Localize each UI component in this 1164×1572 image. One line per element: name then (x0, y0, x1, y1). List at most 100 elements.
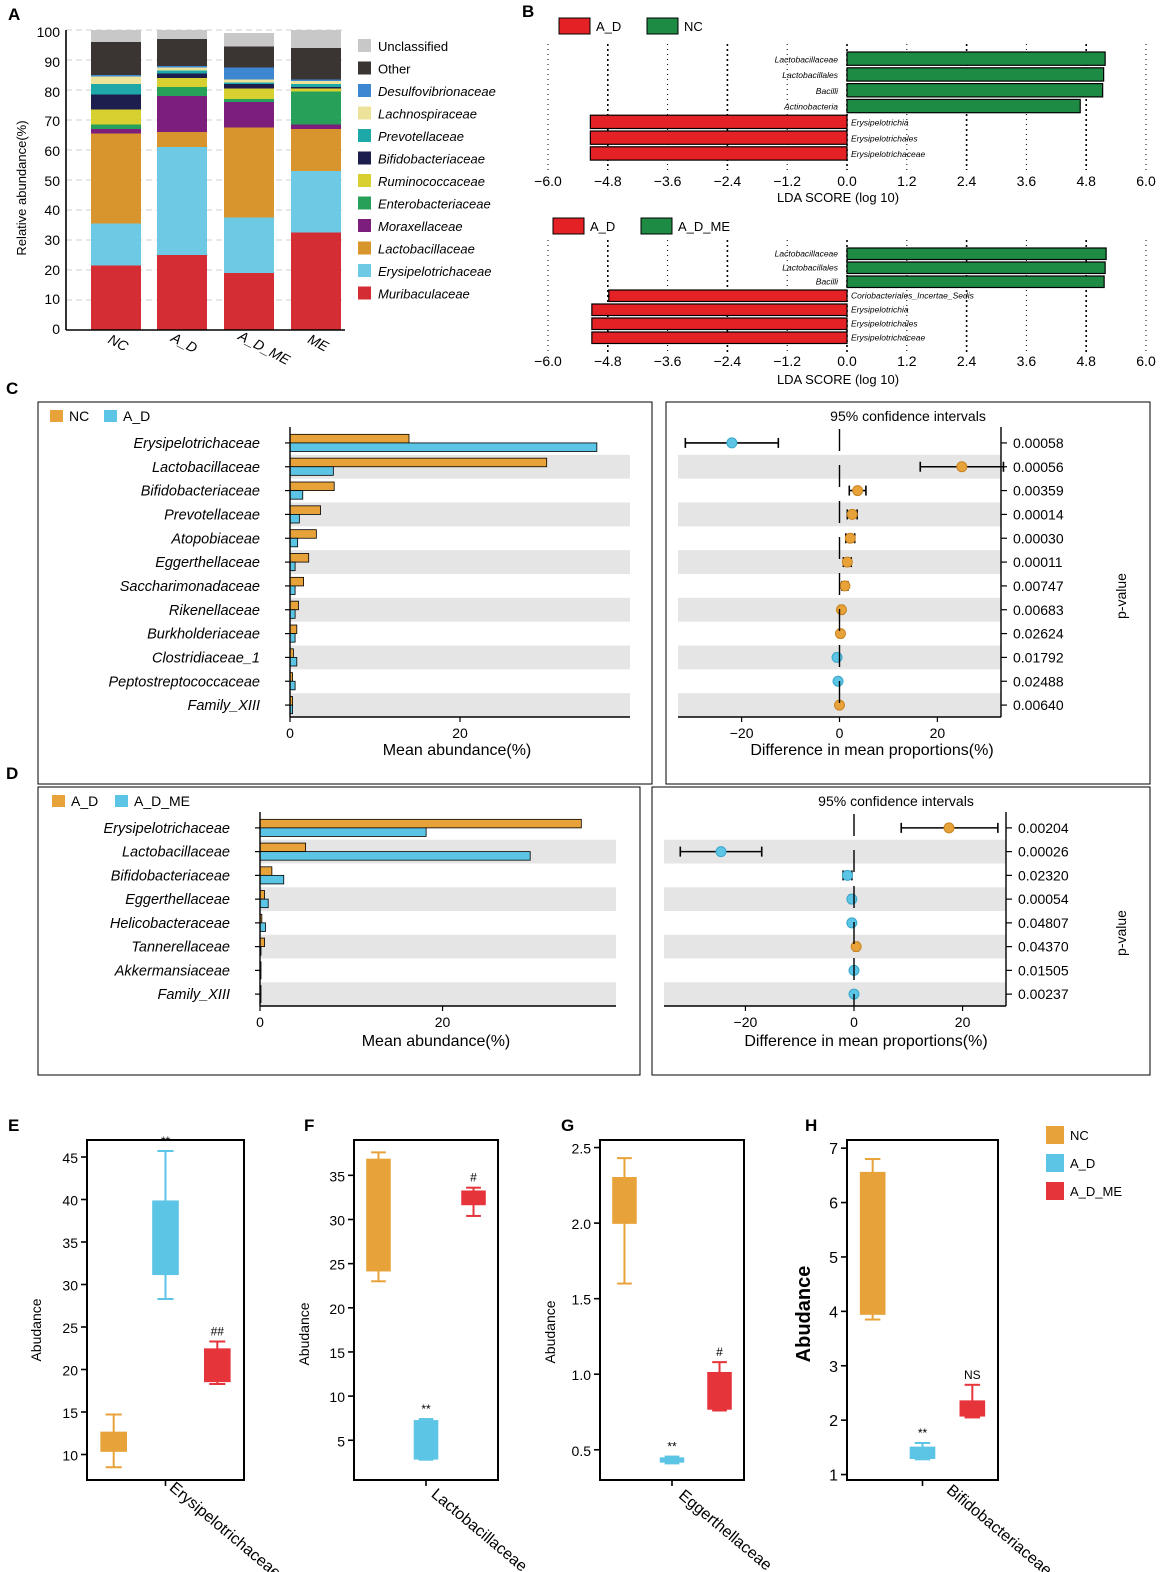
bar-a-d-me-erysipelotrichaceae (224, 217, 274, 273)
panel-a-legend: Unclassified Other Desulfovibrionaceae Lach… (358, 39, 496, 302)
c-category-clostridiaceae-1: Clostridiaceae_1 (152, 650, 260, 666)
panel-c-xlabel: Mean abundance(%) (383, 742, 532, 759)
lda-bar-2-lactobacillaceae (846, 247, 1107, 261)
box-ytick-5-6: 40 (62, 1193, 78, 1209)
panel-d-ci-title: 95% confidence intervals (818, 793, 974, 809)
c-right-xtick-2: 20 (930, 725, 946, 741)
c-pvalue-bifidobacteriaceae: 0.00359 (1013, 483, 1064, 499)
box-ytick-8-6: 7 (829, 1141, 838, 1158)
panel-b2-bars: Lactobacillaceae Lactobacillales Bacilli Co… (591, 247, 1107, 345)
c-category-bifidobacteriaceae: Bifidobacteriaceae (141, 484, 260, 500)
panel-b1-legend-label-nc: NC (684, 19, 703, 34)
d-bar-bifidobacteriaceae-a-d (259, 866, 273, 876)
lda-bar-2-erysipelotrichia (591, 303, 848, 317)
c-ci-point-lactobacillaceae (956, 461, 968, 473)
panel-b2-legend-swatch-a-d (552, 217, 585, 235)
d-bar-erysipelotrichaceae-a-d (259, 818, 582, 829)
bar-me-lachnospiraceae (291, 81, 341, 84)
panel-c-right-frame (665, 401, 1151, 785)
legend-swatch-enterobacteriaceae (358, 196, 371, 210)
panel-b-bottom: A_D A_D_ME Lactobacillaceae Lactobacillal… (534, 217, 1156, 387)
bar-a-d-desulfovibrionaceae (157, 66, 207, 68)
box-ytick-6-0: 5 (337, 1433, 345, 1449)
c-bar-saccharimonadaceae-a-d (289, 585, 296, 595)
d-ci-point-bifidobacteriaceae (841, 869, 853, 881)
legend-swatch-erysipelotrichaceae (358, 264, 371, 277)
d-stripe-left-3 (260, 887, 616, 911)
d-bar-bifidobacteriaceae-a-d-me (259, 874, 285, 885)
xtick-b1-xticks-6: 1.2 (897, 173, 917, 189)
bar-me-lactobacillaceae (291, 129, 341, 171)
panel-c-axes: 0 20 −20 0 20 (285, 427, 1002, 741)
box-ytick-5-7: 45 (62, 1150, 78, 1166)
c-ci-point-prevotellaceae (846, 508, 858, 520)
box-body-8-nc (859, 1171, 886, 1315)
legend-label-bifidobacteriaceae: Bifidobacteriaceae (378, 152, 485, 167)
d-pvalue-lactobacillaceae: 0.00026 (1018, 844, 1069, 860)
c-right-xtick-1: 0 (836, 725, 844, 741)
panel-b1-legend-label-a-d: A_D (596, 19, 621, 34)
d-pvalue-akkermansiaceae: 0.01505 (1018, 962, 1069, 978)
bar-a-d-lactobacillaceae (157, 132, 207, 147)
bar-me-unclassified (291, 30, 341, 48)
c-stripe-left-7 (290, 597, 630, 622)
bar-nc-lachnospiraceae (91, 76, 141, 84)
panel-d-legend-label-a-d-me: A_D_ME (134, 793, 190, 809)
box-ytick-8-1: 2 (829, 1413, 838, 1430)
d-stripe-right-1 (664, 839, 1006, 864)
c-bar-rikenellaceae-nc (289, 600, 299, 611)
xtick-b1-xticks-4: −1.2 (773, 173, 801, 189)
panel-g-plot: 0.5 1.0 1.5 2.0 2.5 ** # (572, 1139, 745, 1486)
d-left-xtick-0: 0 (256, 1014, 264, 1030)
panel-c-ci-marks (684, 437, 1005, 711)
d-right-xtick-0: −20 (734, 1014, 758, 1030)
panel-label-b: B (522, 2, 534, 21)
c-category-saccharimonadaceae: Saccharimonadaceae (120, 579, 260, 595)
c-bar-prevotellaceae-nc (289, 505, 322, 515)
c-ci-point-erysipelotrichaceae (726, 437, 738, 449)
panel-b2-xlabel: LDA SCORE (log 10) (777, 372, 899, 387)
box-ytick-7-2: 1.5 (572, 1292, 592, 1308)
panel-h: H 1 2 3 4 5 6 7 ** NS Abudance Bifidobacteriacea… (793, 1116, 1055, 1572)
d-pvalue-eggerthellaceae: 0.00054 (1018, 891, 1069, 907)
bar-me-prevotellaceae (291, 84, 341, 87)
box-ytick-8-0: 1 (829, 1468, 838, 1485)
c-right-xtick-0: −20 (730, 725, 754, 741)
box-legend-label-a-d: A_D (1070, 1156, 1095, 1171)
legend-swatch-unclassified (358, 39, 371, 52)
xtick-b1-xticks-7: 2.4 (957, 173, 977, 189)
box-ytick-7-4: 2.5 (572, 1141, 592, 1157)
c-pvalue-lactobacillaceae: 0.00056 (1013, 459, 1064, 475)
d-ci-point-tannerellaceae (850, 941, 862, 953)
c-ci-point-saccharimonadaceae (839, 580, 851, 592)
bar-me-ruminococcaceae (291, 88, 341, 92)
d-ci-point-eggerthellaceae (846, 893, 858, 905)
c-bar-bifidobacteriaceae-a-d (289, 490, 304, 500)
d-right-xtick-2: 20 (955, 1014, 971, 1030)
c-category-family-xiii: Family_XIII (187, 698, 260, 714)
c-pvalue-peptostreptococcaceae: 0.02488 (1013, 673, 1064, 689)
c-stripe-left-9 (290, 645, 630, 670)
d-right-xtick-1: 0 (850, 1014, 858, 1030)
bar-nc-lactobacillaceae (91, 133, 141, 224)
box-ytick-6-1: 10 (329, 1389, 345, 1405)
panel-a-ytick-2: 20 (44, 262, 60, 278)
legend-swatch-prevotellaceae (358, 129, 371, 142)
d-pvalue-erysipelotrichaceae: 0.00204 (1018, 820, 1069, 836)
box-body-6-nc (366, 1158, 391, 1272)
c-bar-rikenellaceae-a-d (289, 609, 296, 619)
lda-label-2-erysipelotrichaceae: Erysipelotrichaceae (851, 333, 925, 343)
lda-label-1-erysipelotrichia: Erysipelotrichia (851, 118, 909, 128)
bar-a-d-muribaculaceae (157, 255, 207, 330)
c-ci-point-clostridiaceae-1 (831, 651, 843, 663)
bar-a-d-erysipelotrichaceae (157, 147, 207, 255)
panel-f-ylabel: Abudance (296, 1302, 312, 1365)
c-pvalue-eggerthellaceae: 0.00011 (1013, 554, 1063, 570)
xtick-b2-xticks-7: 2.4 (957, 353, 977, 369)
box-body-5-a-d-me (204, 1348, 231, 1383)
c-pvalue-prevotellaceae: 0.00014 (1013, 506, 1064, 522)
d-stripe-right-3 (664, 887, 1006, 911)
c-bar-atopobiaceae-nc (289, 529, 317, 539)
c-bar-peptostreptococcaceae-a-d (289, 680, 296, 691)
xtick-b1-xticks-2: −3.6 (654, 173, 682, 189)
